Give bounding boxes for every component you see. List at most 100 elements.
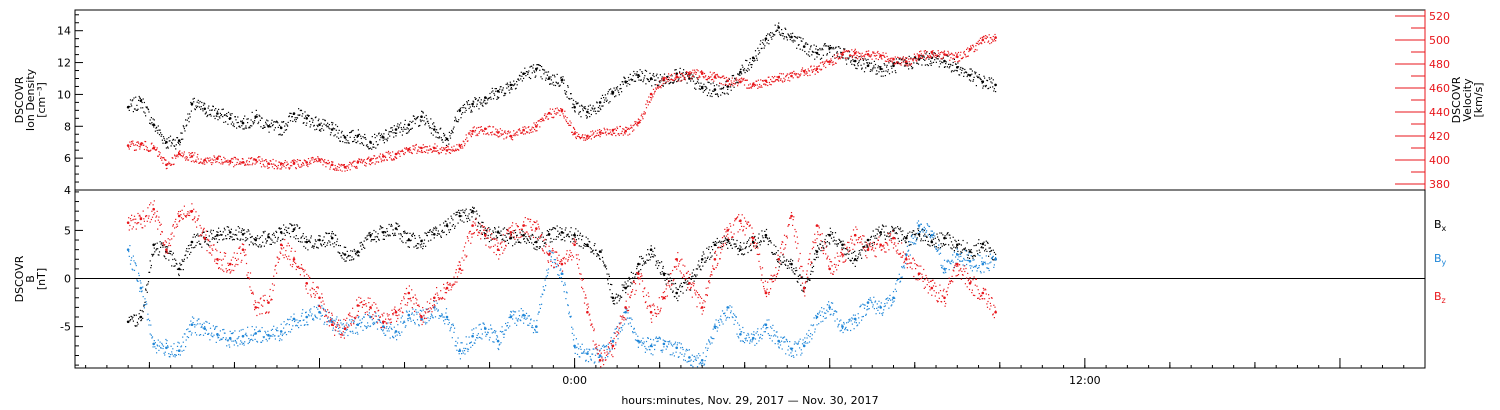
bx-dot	[570, 227, 572, 229]
by-dot	[205, 320, 207, 323]
bx-dot	[317, 247, 319, 249]
bx-dot	[432, 229, 434, 231]
density-dot	[714, 89, 716, 91]
velocity-dot	[913, 53, 915, 55]
bx-dot	[858, 250, 860, 252]
density-dot	[798, 44, 800, 46]
bx-dot	[952, 236, 954, 238]
velocity-dot	[201, 162, 203, 164]
bx-point	[841, 243, 844, 247]
velocity-dot	[280, 168, 282, 170]
velocity-dot	[909, 64, 911, 66]
bx-dot	[393, 234, 395, 236]
bx-dot	[275, 230, 277, 232]
velocity-dot	[784, 79, 786, 81]
bx-dot	[396, 229, 398, 231]
bx-dot	[731, 247, 733, 249]
velocity-dot	[900, 64, 902, 66]
density-dot	[909, 63, 911, 65]
velocity-dot	[992, 35, 994, 38]
density-dot	[254, 117, 256, 119]
velocity-dot	[967, 47, 969, 49]
velocity-dot	[296, 159, 299, 161]
density-dot	[283, 131, 285, 133]
density-dot	[563, 79, 565, 81]
bx-dot	[375, 241, 377, 243]
bx-dot	[564, 229, 566, 231]
density-dot	[514, 83, 516, 85]
velocity-dot	[147, 149, 149, 151]
by-point	[688, 356, 691, 359]
velocity-dot	[370, 157, 372, 159]
density-dot	[301, 115, 303, 117]
density-dot	[528, 70, 530, 72]
velocity-dot	[357, 160, 359, 162]
bx-dot	[536, 249, 538, 251]
density-dot	[320, 130, 322, 132]
by-point	[203, 327, 206, 330]
bx-dot	[431, 234, 433, 236]
bx-dot	[157, 254, 159, 256]
bx-dot	[873, 241, 875, 244]
density-dot	[916, 62, 918, 64]
density-dot	[690, 73, 692, 75]
density-dot	[129, 106, 131, 108]
velocity-dot	[622, 128, 624, 130]
bx-point	[675, 291, 678, 295]
velocity-dot	[294, 161, 296, 163]
bx-dot	[749, 244, 751, 246]
bx-dot	[137, 323, 139, 325]
density-dot	[686, 82, 688, 84]
velocity-dot	[859, 58, 862, 60]
bx-dot	[955, 247, 957, 249]
bx-dot	[241, 228, 243, 230]
density-dot	[967, 73, 969, 75]
velocity-dot	[533, 122, 535, 124]
bx-dot	[589, 241, 591, 243]
velocity-dot	[851, 57, 853, 59]
density-dot	[942, 57, 944, 59]
bx-dot	[598, 255, 600, 257]
density-dot	[829, 45, 831, 47]
bx-dot	[895, 227, 897, 229]
velocity-dot	[576, 132, 578, 134]
density-dot	[525, 75, 527, 77]
velocity-dot	[608, 132, 610, 134]
bx-dot	[433, 237, 435, 239]
density-dot	[640, 79, 642, 81]
velocity-dot	[182, 155, 184, 157]
velocity-dot	[709, 71, 711, 73]
velocity-dot	[902, 58, 904, 60]
density-dot	[177, 141, 179, 143]
density-dot	[503, 95, 505, 97]
by-dot	[213, 334, 215, 336]
velocity-dot	[937, 54, 939, 57]
velocity-dot	[207, 158, 209, 160]
bx-dot	[238, 231, 240, 233]
density-dot	[457, 121, 459, 123]
bx-dot	[560, 239, 562, 241]
density-dot	[216, 115, 218, 117]
density-dot	[662, 85, 664, 87]
density-dot	[938, 55, 940, 57]
bx-dot	[309, 241, 311, 244]
velocity-dot	[474, 131, 476, 133]
density-dot	[870, 69, 872, 71]
density-dot	[585, 108, 587, 110]
velocity-dot	[136, 141, 138, 143]
density-dot	[377, 143, 379, 146]
bx-dot	[858, 253, 860, 255]
bx-dot	[890, 238, 892, 240]
by-dot	[194, 332, 196, 334]
bx-dot	[192, 236, 194, 238]
density-dot	[642, 81, 644, 83]
velocity-dot	[441, 146, 443, 149]
velocity-dot	[534, 124, 536, 126]
velocity-dot	[710, 76, 712, 78]
bx-dot	[589, 247, 591, 249]
bx-dot	[647, 249, 649, 251]
velocity-dot	[134, 149, 136, 151]
density-dot	[618, 94, 620, 96]
density-dot	[136, 109, 138, 111]
velocity-dot	[896, 61, 898, 63]
